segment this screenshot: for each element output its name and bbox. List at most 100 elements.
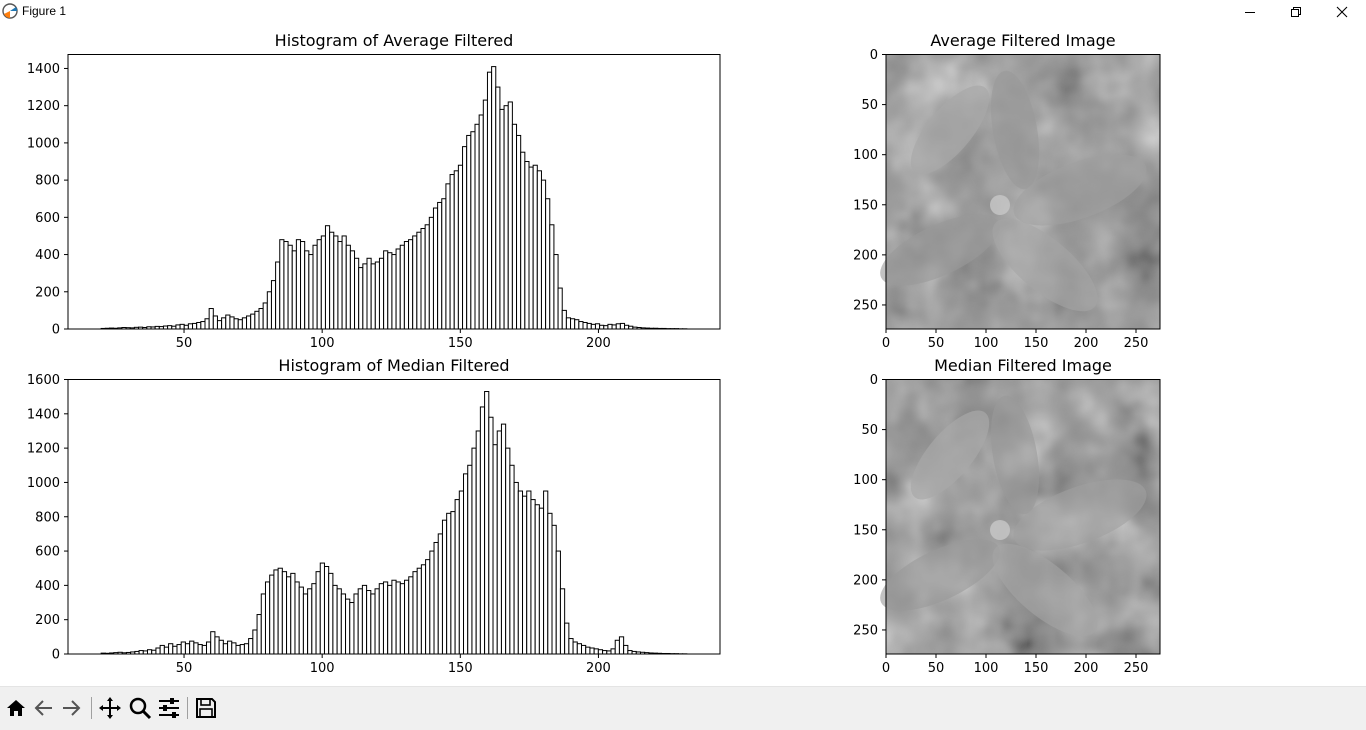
histogram-bar <box>388 585 392 654</box>
histogram-bar <box>375 262 379 329</box>
histogram-bar <box>409 577 413 654</box>
histogram-bar <box>309 255 313 329</box>
y-tick-label: 1400 <box>27 407 60 422</box>
image-x-tick-label: 0 <box>882 661 890 676</box>
histogram-bar <box>517 135 521 329</box>
histogram-bar <box>442 520 446 654</box>
histogram-bar <box>483 100 487 329</box>
image-y-tick-label: 50 <box>861 423 878 438</box>
histogram-bar <box>442 199 446 329</box>
histogram-bar <box>176 325 180 329</box>
home-button[interactable] <box>2 694 30 722</box>
histogram-bar <box>604 326 608 329</box>
histogram-bar <box>325 226 329 329</box>
histogram-bar <box>512 124 516 329</box>
histogram-bar <box>217 321 221 329</box>
histogram-bar <box>180 324 184 329</box>
histogram-bar <box>425 225 429 329</box>
histogram-bar <box>464 474 468 654</box>
histogram-bar <box>586 647 590 654</box>
histogram-bar <box>454 171 458 329</box>
histogram-bar <box>321 236 325 329</box>
histogram-bar <box>608 324 612 329</box>
histogram-bar <box>236 645 240 654</box>
restore-icon <box>1290 6 1302 18</box>
histogram-bar <box>500 109 504 329</box>
histogram-bar <box>472 448 476 654</box>
histogram-bar <box>169 644 173 654</box>
histogram-bar <box>253 630 257 654</box>
histogram-bar <box>565 623 569 654</box>
close-button[interactable] <box>1319 0 1365 24</box>
histogram-bar <box>426 560 430 654</box>
histogram-bar <box>379 258 383 329</box>
histogram-bar <box>405 580 409 654</box>
histogram-bar <box>447 513 451 654</box>
configure-subplots-button[interactable] <box>155 694 183 722</box>
minimize-button[interactable] <box>1227 0 1273 24</box>
histogram-bar <box>558 288 562 329</box>
histogram-bar <box>480 407 484 654</box>
histogram-bar <box>489 417 493 654</box>
zoom-button[interactable] <box>126 694 154 722</box>
image-y-tick-label: 100 <box>853 148 878 163</box>
histogram-bar <box>450 175 454 329</box>
histogram-bar <box>242 318 246 329</box>
configure-icon <box>157 696 181 720</box>
x-tick-label: 100 <box>310 336 335 351</box>
histogram-bar <box>598 650 602 654</box>
figure-canvas[interactable]: Histogram of Average Filtered 50 100 150 20… <box>0 24 1366 686</box>
histogram-bar <box>160 645 164 654</box>
histogram-bar <box>267 292 271 329</box>
y-tick-label: 600 <box>35 211 60 226</box>
histogram-bar <box>467 135 471 329</box>
histogram-bar <box>554 255 558 329</box>
window-title: Figure 1 <box>22 4 66 18</box>
y-tick-label: 1000 <box>27 136 60 151</box>
histogram-bar <box>624 645 628 654</box>
histogram-average-title: Histogram of Average Filtered <box>275 31 514 50</box>
y-tick-label: 800 <box>35 174 60 189</box>
histogram-bar <box>173 646 177 654</box>
histogram-bar <box>497 431 501 654</box>
histogram-bar <box>493 445 497 654</box>
histogram-bar <box>375 589 379 654</box>
histogram-bar <box>316 572 320 654</box>
histogram-bar <box>510 465 514 654</box>
histogram-bar <box>446 184 450 329</box>
image-x-tick-label: 0 <box>882 336 890 351</box>
histogram-bar <box>317 240 321 329</box>
image-y-tick-label: 200 <box>853 573 878 588</box>
histogram-bar <box>202 645 206 654</box>
forward-button[interactable] <box>57 694 85 722</box>
histogram-bar <box>346 245 350 329</box>
pan-button[interactable] <box>96 694 124 722</box>
image-x-tick-label: 250 <box>1124 661 1149 676</box>
save-button[interactable] <box>192 694 220 722</box>
histogram-bar <box>282 572 286 654</box>
histogram-bar <box>193 323 197 329</box>
histogram-bar <box>615 640 619 654</box>
histogram-bar <box>198 645 202 654</box>
y-tick-label: 1600 <box>27 373 60 388</box>
histogram-bar <box>430 551 434 654</box>
restore-button[interactable] <box>1273 0 1319 24</box>
histogram-bar <box>620 323 624 329</box>
histogram-bar <box>476 431 480 654</box>
histogram-bar <box>485 392 489 654</box>
image-y-tick-label: 200 <box>853 248 878 263</box>
histogram-bar <box>413 572 417 654</box>
image-x-tick-label: 150 <box>1024 661 1049 676</box>
histogram-bar <box>400 245 404 329</box>
pan-icon <box>98 696 122 720</box>
x-tick-label: 50 <box>176 336 193 351</box>
histogram-bar <box>560 589 564 654</box>
histogram-bar <box>612 325 616 329</box>
histogram-bar <box>603 651 607 654</box>
zoom-icon <box>128 696 152 720</box>
x-tick-label: 150 <box>448 661 473 676</box>
histogram-bar <box>451 512 455 654</box>
back-button[interactable] <box>30 694 58 722</box>
histogram-bar <box>383 582 387 654</box>
histogram-bar <box>434 542 438 654</box>
